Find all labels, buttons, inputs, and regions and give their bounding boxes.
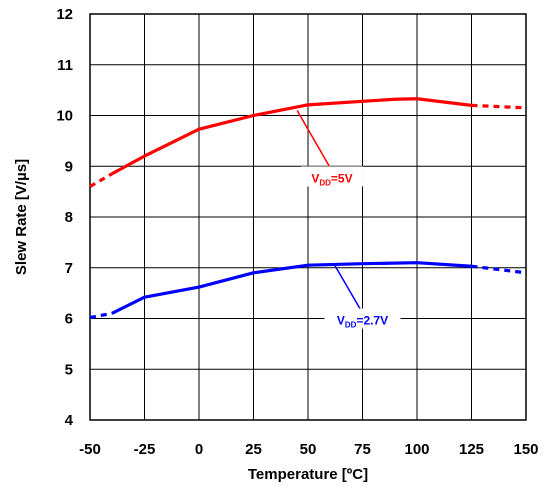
series-label-main: V bbox=[311, 171, 319, 185]
x-axis-title: Temperature [ºC] bbox=[248, 466, 368, 483]
x-tick-labels: -50 -25 0 25 50 75 100 125 150 bbox=[79, 441, 538, 458]
y-tick-label: 9 bbox=[65, 158, 73, 175]
callout-line-0 bbox=[296, 110, 331, 168]
y-tick-label: 6 bbox=[65, 311, 73, 328]
series-label-rest: =2.7V bbox=[356, 314, 388, 328]
series-dashed-1-1 bbox=[471, 264, 527, 275]
series-label-rest: =5V bbox=[331, 171, 353, 185]
x-tick-label: 50 bbox=[300, 441, 317, 458]
series-label-1: VDD=2.7V bbox=[337, 314, 388, 330]
plot-frame bbox=[89, 13, 527, 421]
x-tick-label: 0 bbox=[195, 441, 203, 458]
series-lines bbox=[89, 97, 527, 320]
series-label-sub: DD bbox=[345, 321, 357, 330]
callout-box-1 bbox=[324, 308, 401, 329]
series-label-0: VDD=5V bbox=[311, 171, 352, 187]
series-label-sub: DD bbox=[319, 178, 331, 187]
y-tick-label: 12 bbox=[56, 6, 73, 23]
y-tick-label: 5 bbox=[65, 361, 73, 378]
x-tick-label: 125 bbox=[459, 441, 484, 458]
y-tick-labels: 4 5 6 7 8 9 10 11 12 bbox=[56, 6, 73, 429]
series-dashed-0-0 bbox=[89, 172, 113, 188]
x-tick-label: -25 bbox=[134, 441, 156, 458]
series-label-main: V bbox=[337, 314, 345, 328]
y-tick-label: 7 bbox=[65, 260, 73, 277]
y-tick-label: 11 bbox=[57, 57, 73, 74]
callout-box-0 bbox=[300, 166, 363, 187]
series-dashed-1-0 bbox=[89, 311, 113, 320]
x-tick-label: 25 bbox=[245, 441, 262, 458]
y-tick-label: 8 bbox=[65, 209, 73, 226]
y-tick-label: 4 bbox=[65, 412, 74, 429]
x-tick-label: 75 bbox=[354, 441, 371, 458]
x-tick-label: -50 bbox=[79, 441, 101, 458]
series-line-1 bbox=[111, 261, 472, 315]
series-line-0 bbox=[111, 97, 472, 176]
y-tick-label: 10 bbox=[56, 108, 73, 125]
y-axis-title: Slew Rate [V/µs] bbox=[13, 159, 30, 275]
grid-lines bbox=[89, 13, 527, 421]
x-tick-label: 150 bbox=[513, 441, 538, 458]
series-dashed-0-1 bbox=[471, 103, 527, 110]
x-tick-label: 100 bbox=[404, 441, 429, 458]
callout-line-1 bbox=[333, 263, 362, 310]
